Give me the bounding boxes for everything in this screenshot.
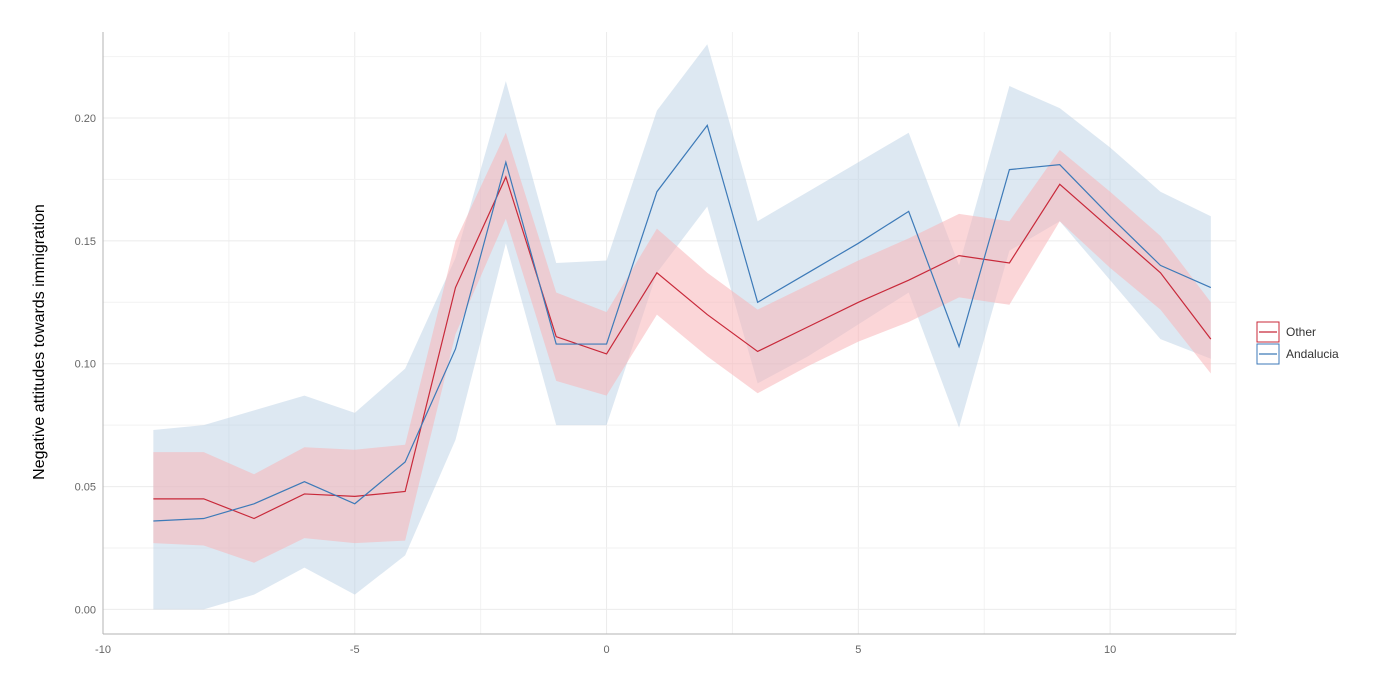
x-tick-label: 5 <box>855 644 861 656</box>
y-tick-label: 0.00 <box>75 604 96 616</box>
series-lines <box>153 124 1212 522</box>
x-tick-label: -5 <box>350 644 360 656</box>
axes <box>102 32 1236 635</box>
confidence-bands <box>153 44 1211 610</box>
tick-labels: -10 -5 0 5 10 0.00 0.05 0.10 0.15 0.20 <box>75 113 1117 656</box>
series-line-other <box>153 175 1212 520</box>
y-tick-label: 0.10 <box>75 359 96 371</box>
legend: Other Andalucia <box>1256 321 1339 365</box>
band-other <box>153 132 1211 563</box>
x-tick-label: 10 <box>1104 644 1116 656</box>
x-tick-label: 0 <box>603 644 609 656</box>
y-axis-label: Negative attitudes towards immigration <box>31 204 48 480</box>
legend-label-other: Other <box>1286 325 1316 339</box>
y-tick-label: 0.05 <box>75 482 96 494</box>
y-tick-label: 0.20 <box>75 113 96 125</box>
legend-label-andalucia: Andalucia <box>1286 347 1339 361</box>
x-tick-label: -10 <box>95 644 111 656</box>
series-line-andalucia <box>153 124 1212 522</box>
y-tick-label: 0.15 <box>75 236 96 248</box>
